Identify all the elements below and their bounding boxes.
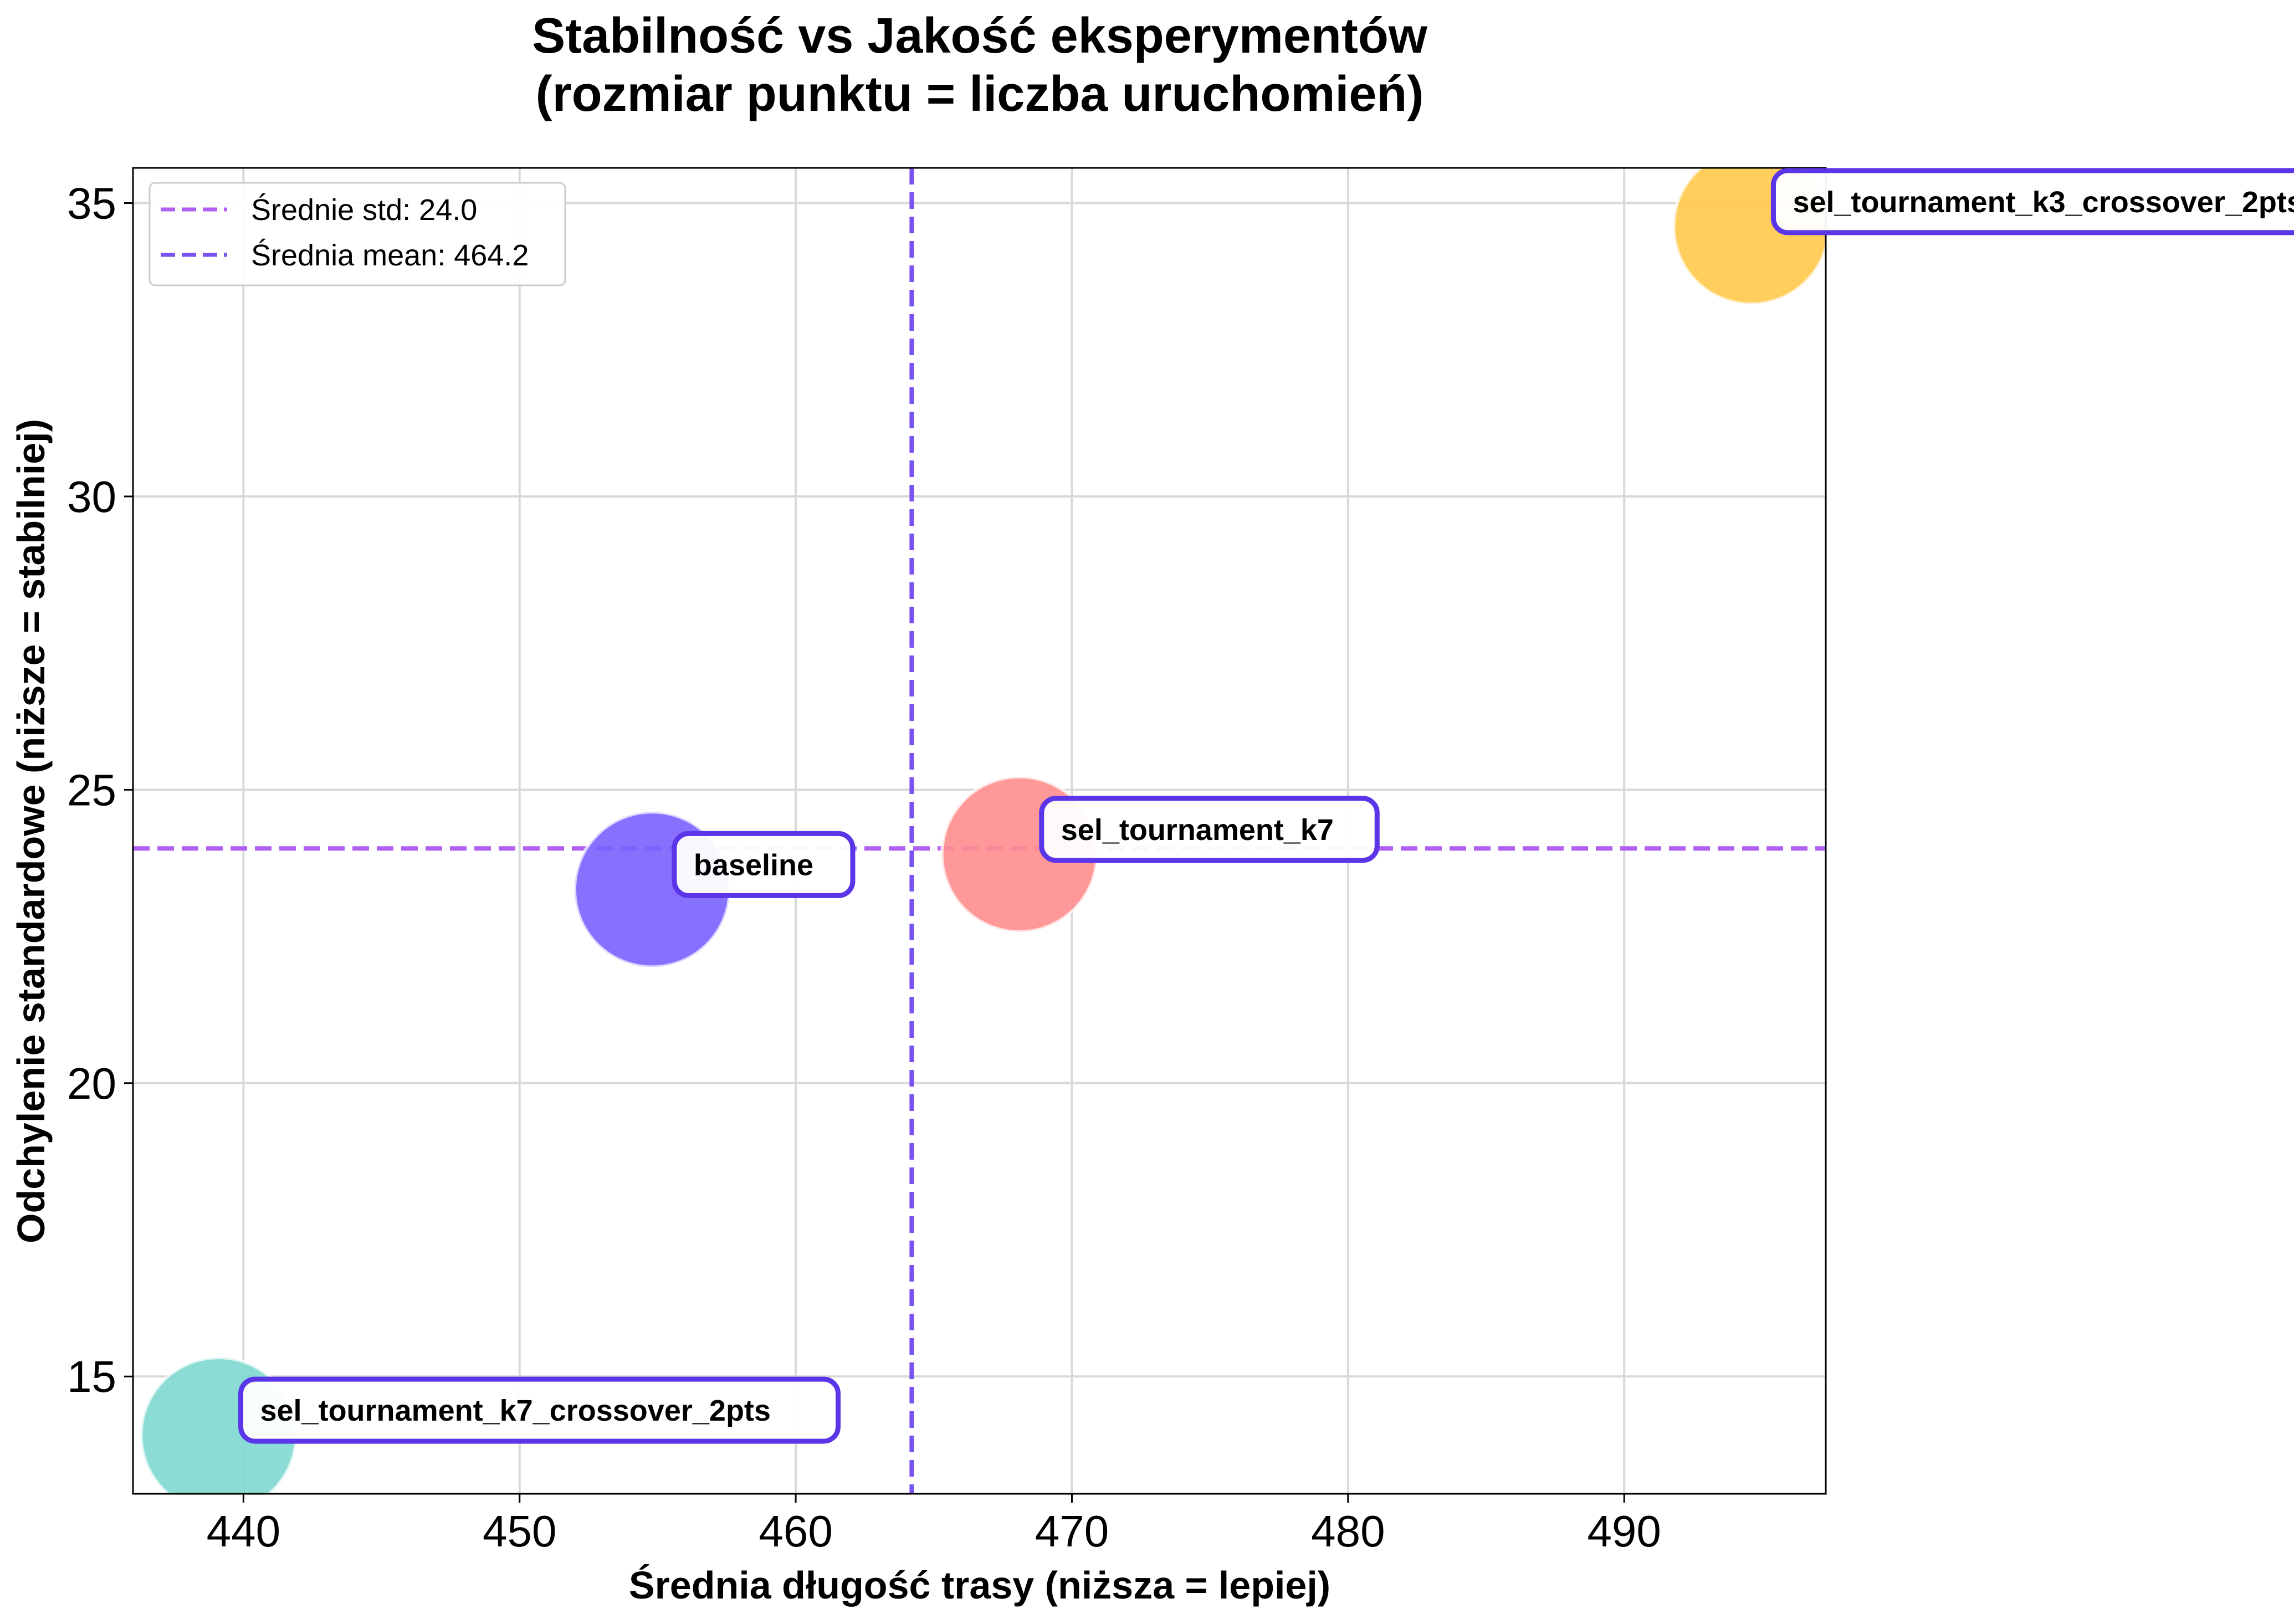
x-tick-label: 470 [1035,1507,1109,1556]
y-tick-label: 35 [67,179,116,228]
annotation-label: sel_tournament_k7_crossover_2pts [260,1394,770,1427]
x-tick-label: 450 [483,1507,556,1556]
y-tick-label: 20 [67,1059,116,1108]
annotation-box [1770,168,2294,235]
y-tick-label: 25 [67,765,116,814]
x-tick-label: 440 [207,1507,280,1556]
x-axis-label: Średnia długość trasy (niższa = lepiej) [629,1564,1330,1607]
x-tick-label: 460 [759,1507,832,1556]
x-tick-label: 490 [1587,1507,1661,1556]
grid [133,168,1826,1494]
plot-frame [132,167,1827,1495]
chart-title: Stabilność vs Jakość eksperymentów [532,8,1428,64]
annotation-label: sel_tournament_k3_crossover_2pts [1793,186,2294,219]
legend: Średnie std: 24.0 Średnia mean: 464.2 [149,182,566,286]
chart-subtitle: (rozmiar punktu = liczba uruchomień) [536,66,1424,122]
y-tick-label: 15 [67,1352,116,1401]
reference-lines [133,168,1826,1494]
legend-box [149,182,566,286]
legend-label-std: Średnie std: 24.0 [251,193,477,227]
annotation-label: sel_tournament_k7 [1061,813,1334,847]
annotation-box [1039,796,1380,863]
axis-ticks: 440 450 460 470 480 490 15 20 25 30 35 [67,179,1661,1556]
annotation-label: baseline [694,848,813,882]
y-axis-label: Odchylenie standardowe (niższe = stabiln… [9,419,53,1243]
x-tick-label: 480 [1311,1507,1385,1556]
point-annotations: baseline sel_tournament_k7 sel_tournament_… [238,168,2294,1444]
annotation-box [238,1376,841,1444]
annotation-box [672,831,856,898]
y-tick-label: 30 [67,472,116,521]
legend-label-mean: Średnia mean: 464.2 [251,238,529,272]
